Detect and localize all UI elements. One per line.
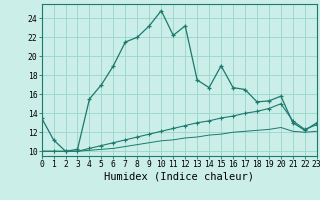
X-axis label: Humidex (Indice chaleur): Humidex (Indice chaleur) [104, 172, 254, 182]
